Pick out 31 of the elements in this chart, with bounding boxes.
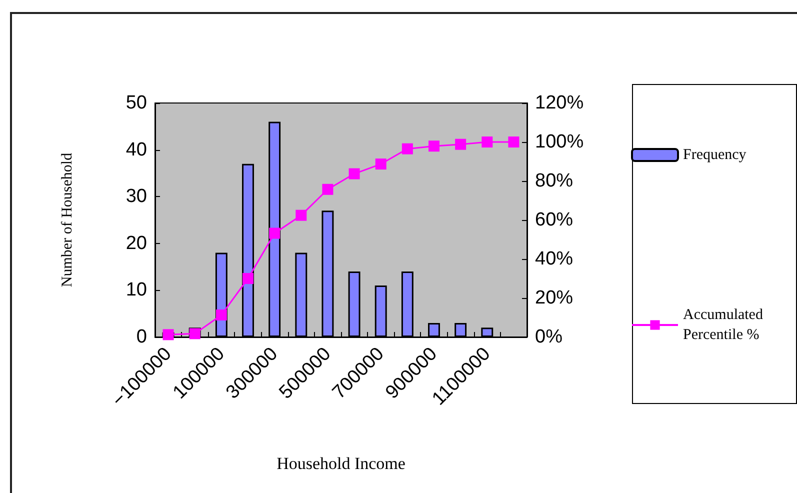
point xyxy=(402,143,413,154)
y2-tick-label: 0% xyxy=(535,326,563,348)
y-tick-label: 0 xyxy=(136,326,147,348)
point xyxy=(216,309,227,320)
y-tick-label: 30 xyxy=(126,186,147,208)
point xyxy=(322,184,334,195)
y2-tick-label: 20% xyxy=(535,288,574,308)
point xyxy=(482,136,493,148)
legend-label: Accumulated Percentile % xyxy=(683,307,767,343)
y-tick-label: 40 xyxy=(126,139,147,160)
y-axis-title: Number of Household xyxy=(60,152,76,288)
point xyxy=(242,273,254,284)
x-axis-title: Household Income xyxy=(276,454,406,473)
y2-tick-label: 60% xyxy=(535,210,574,230)
point xyxy=(348,168,360,180)
legend-label: Frequency xyxy=(683,147,747,163)
point xyxy=(269,228,280,239)
y2-tick-label: 40% xyxy=(535,248,574,270)
point xyxy=(296,210,307,221)
point xyxy=(189,328,200,340)
point xyxy=(508,136,520,148)
point xyxy=(162,329,174,340)
point xyxy=(428,140,440,152)
y-tick-label: 50 xyxy=(126,92,147,114)
y2-tick-label: 120% xyxy=(535,92,584,114)
y2-tick-label: 100% xyxy=(535,132,584,152)
y2-tick-label: 80% xyxy=(535,170,574,192)
point xyxy=(375,158,386,170)
y-tick-label: 20 xyxy=(126,232,147,254)
y-tick-label: 10 xyxy=(126,280,147,301)
point xyxy=(455,138,466,150)
